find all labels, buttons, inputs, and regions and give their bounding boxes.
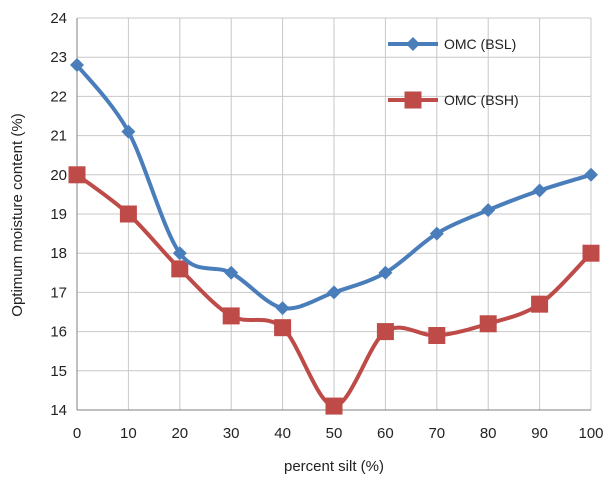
series-0 xyxy=(70,58,598,316)
x-axis-title: percent silt (%) xyxy=(284,458,384,475)
data-point xyxy=(428,327,446,345)
x-tick-label: 80 xyxy=(480,425,497,442)
y-tick-label: 19 xyxy=(50,206,67,223)
data-point xyxy=(376,323,394,341)
data-point xyxy=(429,226,444,241)
data-point xyxy=(222,307,240,325)
legend-label: OMC (BSL) xyxy=(444,36,516,52)
data-point xyxy=(327,285,341,300)
data-point xyxy=(224,265,239,280)
data-point xyxy=(70,58,84,73)
legend-label: OMC (BSH) xyxy=(444,92,519,108)
data-point xyxy=(582,244,600,262)
y-tick-label: 15 xyxy=(50,363,67,380)
x-tick-label: 10 xyxy=(120,425,137,442)
data-point xyxy=(172,246,187,261)
x-tick-label: 70 xyxy=(428,425,445,442)
data-point xyxy=(531,295,549,313)
data-point xyxy=(275,301,290,316)
gridlines xyxy=(76,17,592,411)
y-tick-label: 23 xyxy=(50,49,67,66)
x-tick-label: 90 xyxy=(531,425,548,442)
legend-item-0: OMC (BSL) xyxy=(388,36,516,52)
data-point xyxy=(171,260,189,278)
y-tick-label: 17 xyxy=(50,284,67,301)
data-point xyxy=(584,167,598,182)
x-tick-label: 100 xyxy=(578,425,603,442)
x-tick-label: 0 xyxy=(73,425,81,442)
data-point xyxy=(274,319,292,337)
data-point xyxy=(479,315,497,333)
x-tick-label: 30 xyxy=(223,425,240,442)
data-point xyxy=(325,397,343,415)
series-1 xyxy=(68,166,600,415)
legend-swatch-marker xyxy=(406,37,420,51)
y-tick-label: 22 xyxy=(50,88,67,105)
series-line xyxy=(75,63,592,311)
data-point xyxy=(121,124,136,139)
x-tick-label: 60 xyxy=(377,425,394,442)
legend-item-1: OMC (BSH) xyxy=(388,91,519,109)
data-point xyxy=(119,205,137,223)
y-axis-title: Optimum moisture content (%) xyxy=(9,113,26,316)
x-tick-label: 40 xyxy=(274,425,291,442)
y-tick-label: 16 xyxy=(50,324,67,341)
series xyxy=(68,58,600,415)
tick-labels: 14 15 16 17 18 19 20 21 22 23 24 0 10 20 30 40 50 60 70 80 9… xyxy=(50,10,603,442)
y-tick-label: 18 xyxy=(50,245,67,262)
x-tick-label: 50 xyxy=(326,425,343,442)
y-tick-label: 14 xyxy=(50,402,67,419)
x-tick-label: 20 xyxy=(171,425,188,442)
legend: OMC (BSL) OMC (BSH) xyxy=(388,36,519,109)
y-tick-label: 24 xyxy=(50,10,67,27)
data-point xyxy=(532,183,547,198)
data-point xyxy=(378,265,393,280)
data-point xyxy=(481,203,496,218)
y-tick-label: 20 xyxy=(50,167,67,184)
data-point xyxy=(68,166,86,184)
legend-swatch-marker xyxy=(404,91,422,109)
y-tick-label: 21 xyxy=(50,128,67,145)
